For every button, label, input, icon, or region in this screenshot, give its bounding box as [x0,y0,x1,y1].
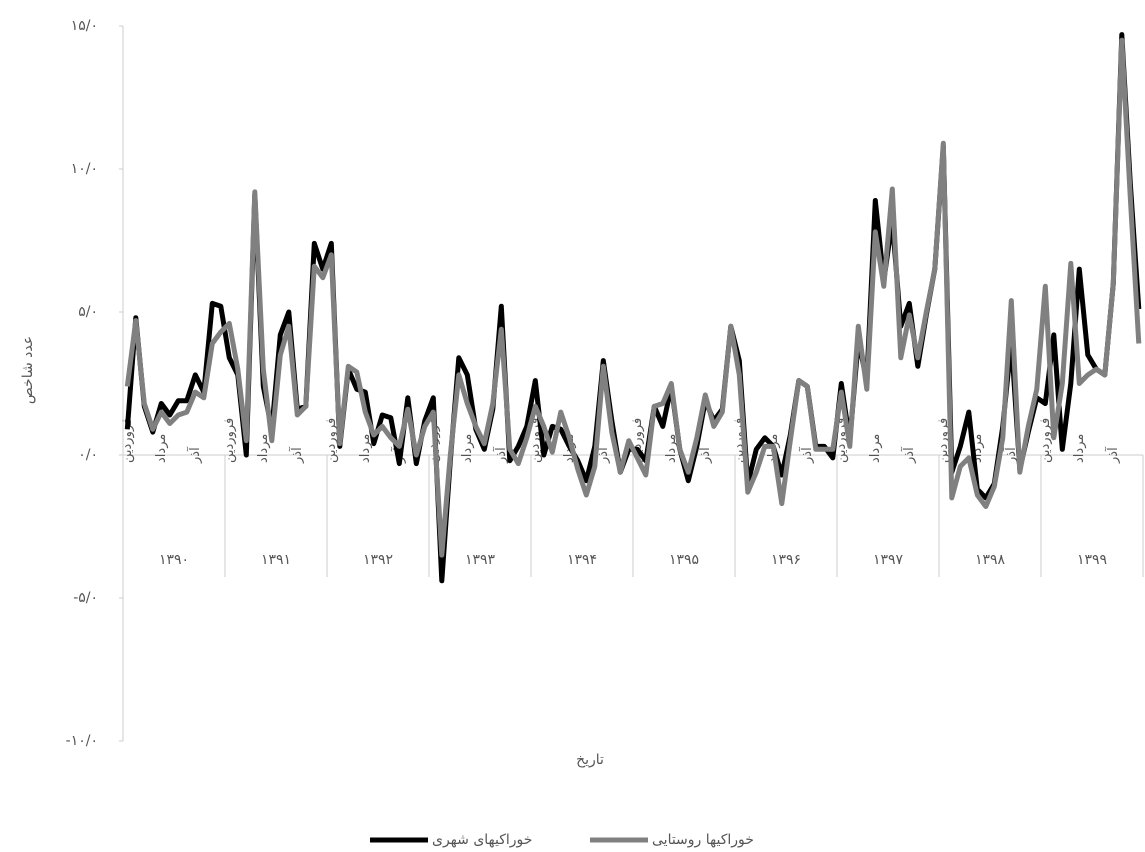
legend-label: خوراکیها روستایی [652,832,754,848]
group-label: ۱۳۹۹ [1077,552,1107,568]
x-tick-label: مرداد [1072,434,1087,463]
x-tick-label: فروردین [324,418,339,463]
x-tick-label: فروردین [1038,418,1053,463]
x-tick-label: آذر [798,446,815,464]
y-axis-title: عدد شاخص [20,336,36,404]
y-tick-label: ۰/۰ [78,447,98,463]
x-tick-label: آذر [900,446,917,464]
x-tick-label: مرداد [154,434,169,463]
legend-label: خوراکیهای شهری [432,832,532,848]
x-tick-label: مرداد [256,434,271,463]
group-label: ۱۳۹۸ [975,552,1006,568]
x-tick-label: آذر [1104,446,1121,464]
x-tick-label: مرداد [358,434,373,463]
group-label: ۱۳۹۱ [261,552,291,568]
series-line [124,37,1142,558]
x-tick-label: مرداد [868,434,883,463]
x-tick-label: آذر [1002,446,1019,464]
y-tick-label: ۱۵/۰ [71,18,98,34]
x-tick-label: مرداد [460,434,475,463]
group-label: ۱۳۹۲ [363,552,393,568]
y-tick-label: -۵/۰ [73,590,98,606]
y-tick-label: -۱۰/۰ [66,733,98,749]
x-tick-label: آذر [186,446,203,464]
x-tick-label: آذر [492,446,509,464]
x-tick-label: فروردین [936,418,951,463]
x-tick-label: فروردین [120,418,135,463]
group-label: ۱۳۹۰ [159,552,189,568]
group-label: ۱۳۹۳ [465,552,496,568]
x-tick-label: آذر [696,446,713,464]
x-tick-label: آذر [288,446,305,464]
group-label: ۱۳۹۴ [567,552,597,568]
y-tick-label: ۵/۰ [78,304,98,320]
group-label: ۱۳۹۷ [873,552,904,568]
x-axis-title: تاریخ [576,752,604,768]
y-tick-label: ۱۰/۰ [71,161,98,177]
x-tick-label: مرداد [664,434,679,463]
x-tick-label: فروردین [222,418,237,463]
group-label: ۱۳۹۶ [771,552,801,568]
group-label: ۱۳۹۵ [669,552,699,568]
